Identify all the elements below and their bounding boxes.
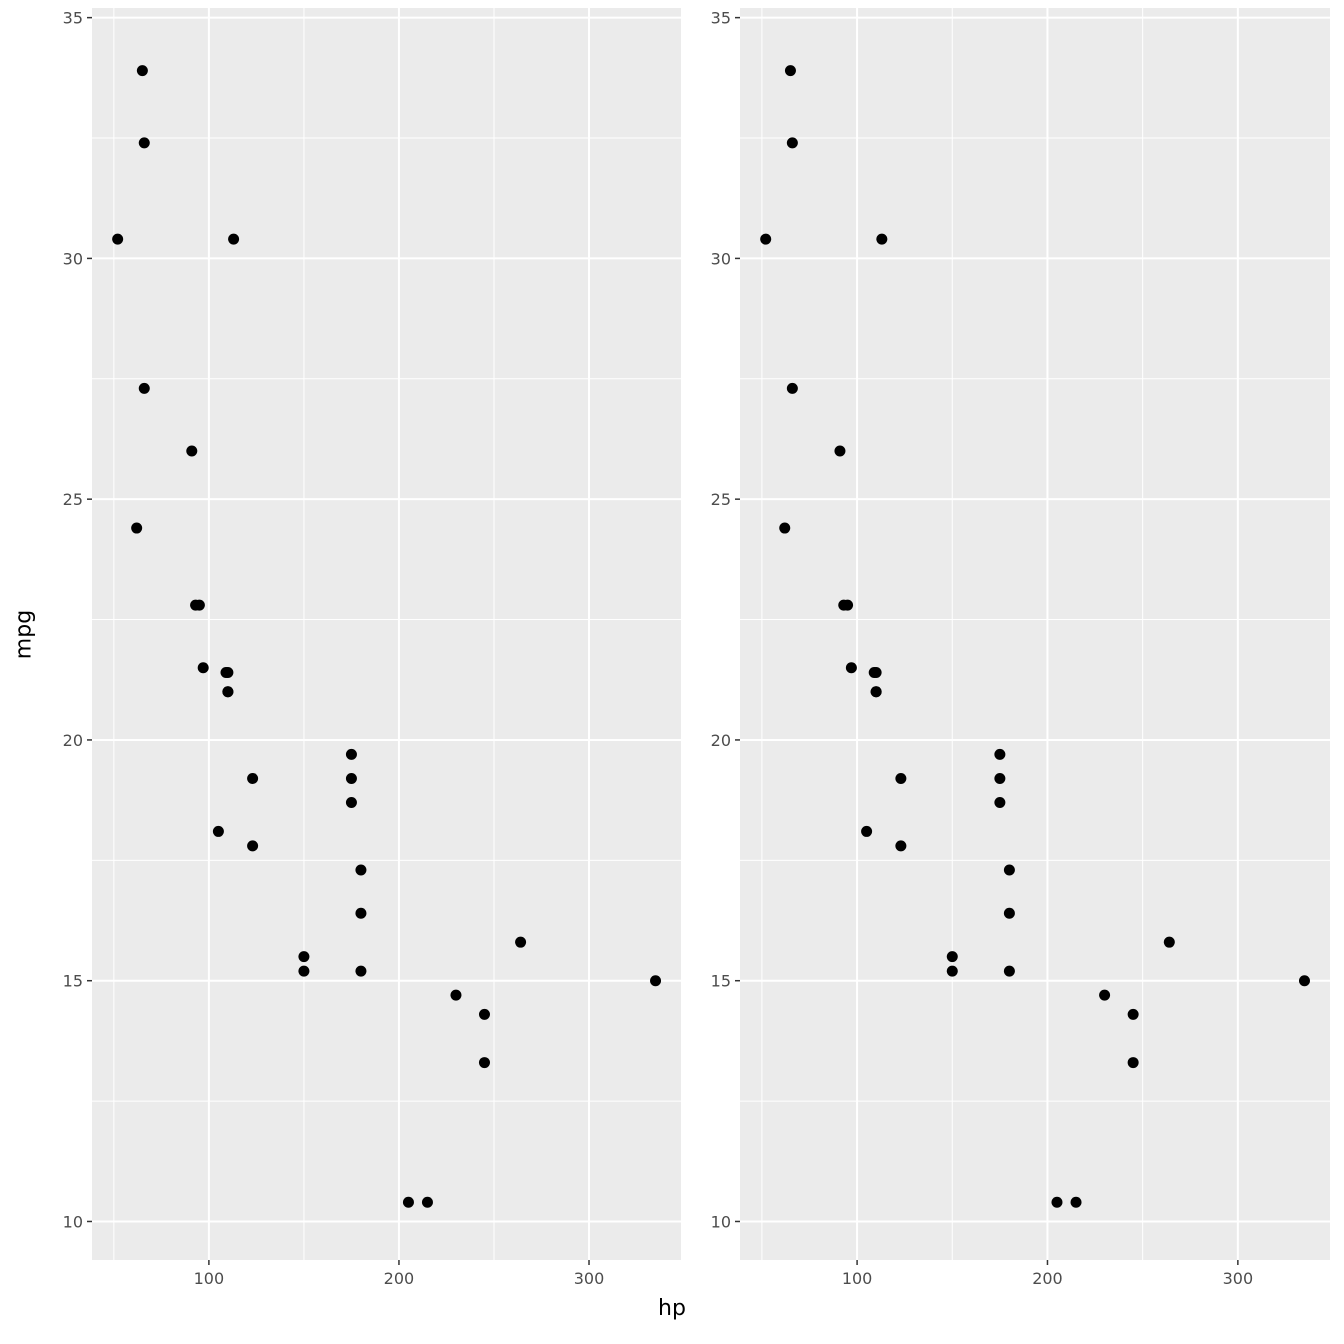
data-point	[1070, 1196, 1082, 1208]
data-point	[786, 137, 798, 149]
x-tick-label: 100	[194, 1269, 225, 1288]
data-point	[650, 975, 662, 987]
y-tick-label: 20	[63, 731, 83, 750]
data-point	[1003, 965, 1015, 977]
data-point	[421, 1196, 433, 1208]
data-point	[197, 662, 209, 674]
data-point	[478, 1008, 490, 1020]
data-point	[345, 748, 357, 760]
data-point	[868, 667, 880, 679]
y-tick-label: 15	[63, 972, 83, 991]
data-point	[784, 65, 796, 77]
data-point	[220, 667, 232, 679]
data-point	[1127, 1008, 1139, 1020]
data-point	[834, 445, 846, 457]
data-point	[845, 662, 857, 674]
data-point	[138, 382, 150, 394]
y-tick-label: 15	[711, 972, 731, 991]
data-point	[994, 772, 1006, 784]
x-tick-label: 200	[1032, 1269, 1063, 1288]
data-point	[946, 965, 958, 977]
data-point	[515, 936, 527, 948]
data-point	[861, 825, 873, 837]
data-point	[355, 864, 367, 876]
data-point	[994, 797, 1006, 809]
x-tick-label: 300	[1223, 1269, 1254, 1288]
data-point	[186, 445, 198, 457]
y-tick-label: 35	[63, 9, 83, 28]
data-point	[1298, 975, 1310, 987]
y-tick-label: 10	[711, 1212, 731, 1231]
y-axis-title: mpg	[11, 609, 37, 660]
panel-background	[92, 8, 681, 1260]
data-point	[760, 233, 772, 245]
data-point	[228, 233, 240, 245]
data-point	[1003, 864, 1015, 876]
data-point	[1099, 989, 1111, 1001]
data-point	[138, 137, 150, 149]
data-point	[842, 599, 854, 611]
data-point	[946, 951, 958, 963]
y-tick-label: 25	[711, 490, 731, 509]
data-point	[247, 840, 259, 852]
data-point	[1003, 907, 1015, 919]
data-point	[402, 1196, 414, 1208]
data-point	[450, 989, 462, 1001]
y-tick-label: 35	[711, 9, 731, 28]
data-point	[870, 686, 882, 698]
y-tick-label: 30	[711, 249, 731, 268]
x-tick-label: 300	[574, 1269, 605, 1288]
data-point	[355, 907, 367, 919]
data-point	[478, 1057, 490, 1069]
y-tick-label: 20	[711, 731, 731, 750]
data-point	[193, 599, 205, 611]
data-point	[298, 951, 310, 963]
data-point	[345, 772, 357, 784]
data-point	[131, 522, 143, 534]
data-point	[994, 748, 1006, 760]
y-tick-label: 30	[63, 249, 83, 268]
data-point	[895, 840, 907, 852]
data-point	[212, 825, 224, 837]
data-point	[895, 772, 907, 784]
data-point	[298, 965, 310, 977]
data-point	[355, 965, 367, 977]
y-tick-label: 25	[63, 490, 83, 509]
data-point	[1127, 1057, 1139, 1069]
data-point	[112, 233, 124, 245]
data-point	[1163, 936, 1175, 948]
y-tick-label: 10	[63, 1212, 83, 1231]
data-point	[136, 65, 148, 77]
panel-background	[740, 8, 1330, 1260]
data-point	[779, 522, 791, 534]
data-point	[222, 686, 234, 698]
data-point	[345, 797, 357, 809]
x-axis-title: hp	[658, 1296, 686, 1321]
data-point	[786, 382, 798, 394]
x-tick-label: 200	[384, 1269, 415, 1288]
data-point	[876, 233, 888, 245]
data-point	[247, 772, 259, 784]
data-point	[1051, 1196, 1063, 1208]
x-tick-label: 100	[842, 1269, 873, 1288]
